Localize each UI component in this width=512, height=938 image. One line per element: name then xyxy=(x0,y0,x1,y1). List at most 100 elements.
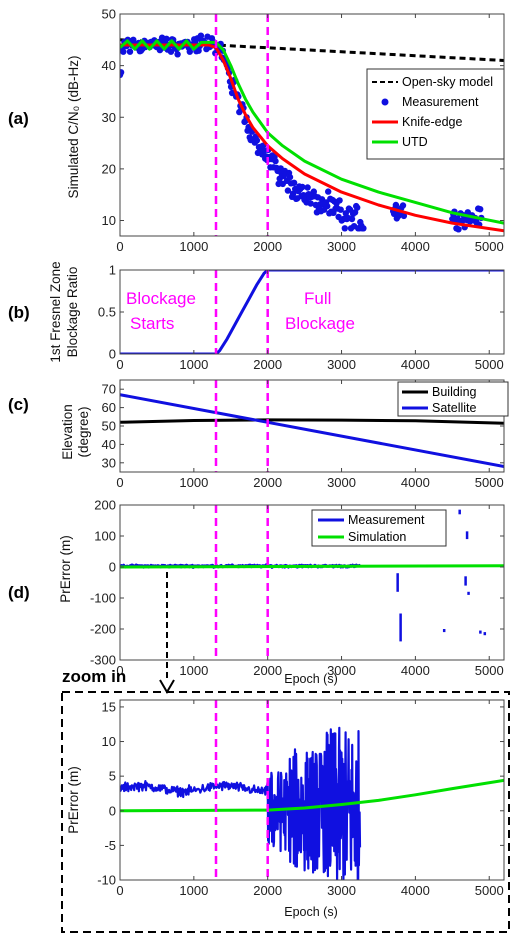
annotation-full-blockage-line1: Full xyxy=(304,289,331,308)
series-a-measurement-point xyxy=(325,188,332,195)
legend-c-satellite: Satellite xyxy=(432,401,477,415)
ytick-label-c: 50 xyxy=(102,419,116,434)
series-a-knife-edge xyxy=(120,43,504,233)
legend-a-measurement: Measurement xyxy=(402,95,479,109)
ylabel-b-line1: 1st Fresnel Zone xyxy=(48,261,63,362)
ytick-label-a: 40 xyxy=(102,58,116,73)
xtick-label-b: 1000 xyxy=(179,357,208,372)
panel-zoom: PrError (m) 0 1000 2000 3000 4000 5000 -10 -5 0 5… xyxy=(66,699,505,919)
ytick-label-d: -100 xyxy=(90,591,116,606)
xtick-label-b: 3000 xyxy=(327,357,356,372)
series-a-measurement-point xyxy=(126,48,134,55)
series-c-satellite xyxy=(120,393,504,468)
series-a-measurement-point xyxy=(186,48,193,55)
series-group-d xyxy=(120,509,504,642)
series-a-measurement-point xyxy=(399,202,407,209)
legend-c-box xyxy=(397,381,509,417)
series-group-b xyxy=(120,270,504,354)
xtick-label-a: 2000 xyxy=(253,239,282,254)
ytick-label-e: -10 xyxy=(97,873,116,888)
ytick-label-b: 0.5 xyxy=(98,305,116,320)
annotation-blockage-starts-line2: Starts xyxy=(130,314,174,333)
xtick-label-a: 3000 xyxy=(327,239,356,254)
xtick-label-b: 5000 xyxy=(475,357,504,372)
xtick-label-c: 2000 xyxy=(253,475,282,490)
ytick-label-d: 200 xyxy=(94,498,116,513)
series-a-measurement-point xyxy=(360,225,367,232)
xtick-label-a: 4000 xyxy=(401,239,430,254)
xtick-label-e: 5000 xyxy=(475,883,504,898)
xtick-label-e: 0 xyxy=(116,883,123,898)
legend-a-open-sky: Open-sky model xyxy=(402,75,493,89)
series-a-measurement-point xyxy=(272,157,279,165)
series-group-c xyxy=(120,393,504,468)
ytick-label-a: 30 xyxy=(102,110,116,125)
ylabel-d: PrError (m) xyxy=(58,535,73,603)
series-a-measurement-point xyxy=(120,69,125,76)
xtick-label-c: 1000 xyxy=(179,475,208,490)
xtick-label-e: 3000 xyxy=(327,883,356,898)
series-a-measurement-point xyxy=(299,183,306,191)
zoom-frame xyxy=(61,691,510,933)
xlabel-d: Epoch (s) xyxy=(284,672,338,686)
series-a-measurement-point xyxy=(290,179,298,186)
panel-label-b: (b) xyxy=(8,303,30,322)
series-a-measurement-point xyxy=(304,184,311,191)
xtick-label-c: 3000 xyxy=(327,475,356,490)
ytick-label-e: 0 xyxy=(109,803,116,818)
xtick-label-a: 5000 xyxy=(475,239,504,254)
xtick-label-e: 4000 xyxy=(401,883,430,898)
ylabel-b-line2: Blockage Ratio xyxy=(65,267,80,358)
ytick-label-c: 40 xyxy=(102,437,116,452)
ytick-label-e: 15 xyxy=(102,699,116,714)
series-a-measurement-point xyxy=(174,51,181,58)
series-a-measurement-point xyxy=(341,225,348,232)
series-a-measurement-point xyxy=(348,215,356,223)
series-a-measurement-point xyxy=(336,197,343,204)
ytick-label-e: -5 xyxy=(104,838,116,853)
series-a-measurement-point xyxy=(163,35,170,42)
xtick-label-d: 3000 xyxy=(327,663,356,678)
annotation-full-blockage-line2: Blockage xyxy=(285,314,355,333)
ylabel-a: Simulated C/N₀ (dB-Hz) xyxy=(66,56,81,199)
ylabel-zoom: PrError (m) xyxy=(66,766,81,834)
panel-label-d: (d) xyxy=(8,583,30,602)
ytick-label-d: -300 xyxy=(90,653,116,668)
legend-c: Building Satellite xyxy=(397,381,509,417)
legend-d-simulation: Simulation xyxy=(348,530,406,544)
series-a-measurement-point xyxy=(324,202,331,210)
panel-b: (b) 1st Fresnel Zone Blockage Ratio 0 100… xyxy=(8,261,505,372)
series-b-blockage-ratio xyxy=(120,270,504,354)
legend-d-measurement: Measurement xyxy=(348,513,425,527)
legend-a-box xyxy=(366,68,505,160)
legend-d-box xyxy=(311,509,447,547)
panel-d: (d) PrError (m) 0 1000 2000 3000 4000 5000-30… xyxy=(8,498,505,686)
series-c-building xyxy=(120,418,504,425)
series-a-measurement-point xyxy=(455,226,462,233)
series-a-measurement-point xyxy=(228,89,236,97)
ytick-label-c: 30 xyxy=(102,455,116,470)
xtick-label-e: 2000 xyxy=(253,883,282,898)
ytick-label-a: 10 xyxy=(102,213,116,228)
xtick-label-e: 1000 xyxy=(179,883,208,898)
xtick-label-b: 0 xyxy=(116,357,123,372)
xtick-label-b: 2000 xyxy=(253,357,282,372)
legend-d: Measurement Simulation xyxy=(311,509,447,547)
panel-c: (c) Elevation (degree) 0 1000 2000 3000 4000… xyxy=(8,379,509,490)
series-a-measurement-point xyxy=(284,187,292,194)
series-a-measurement-point xyxy=(400,212,408,220)
ytick-label-d: 0 xyxy=(109,560,116,575)
panel-a: (a) Simulated C/N₀ (dB-Hz) 0 1000 2000 3000… xyxy=(8,7,505,254)
xtick-label-c: 4000 xyxy=(401,475,430,490)
ytick-label-b: 0 xyxy=(109,347,116,362)
legend-a-swatch-measurement xyxy=(381,98,389,106)
panel-label-a: (a) xyxy=(8,109,29,128)
ytick-label-d: -200 xyxy=(90,622,116,637)
series-e-simulation xyxy=(120,778,504,813)
annotation-blockage-starts-line1: Blockage xyxy=(126,289,196,308)
axes-frame-d xyxy=(119,504,505,661)
ylabel-c-line1: Elevation xyxy=(60,404,75,460)
ytick-label-d: 100 xyxy=(94,529,116,544)
series-a-measurement-point xyxy=(307,200,314,207)
zoom-connector: zoom in xyxy=(61,572,510,933)
